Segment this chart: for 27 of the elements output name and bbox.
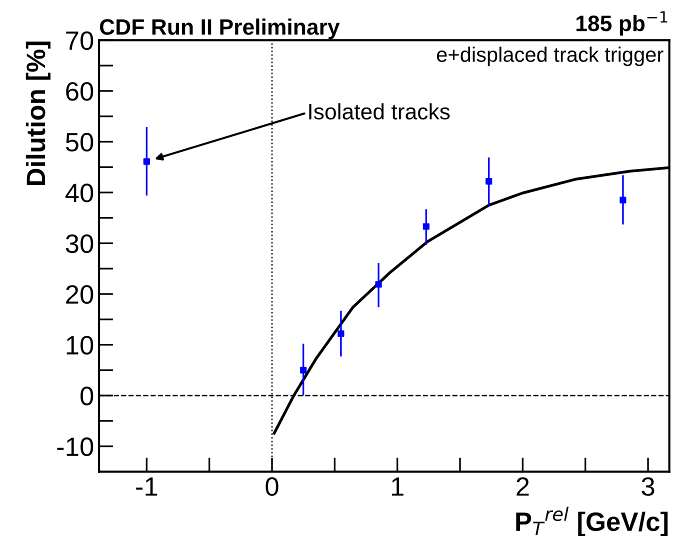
y-tick-label: 0	[80, 386, 94, 406]
y-tick-label: 40	[65, 184, 94, 202]
chart-title: CDF Run II Preliminary	[100, 18, 340, 40]
point	[375, 281, 382, 288]
point	[486, 178, 492, 185]
x-axis-title: P$_{T}$$^{rel}$ [GeV/c]	[516, 506, 668, 536]
point	[300, 366, 307, 374]
point	[143, 158, 150, 165]
y-tick-label: 30	[66, 234, 94, 254]
annotation: Isolated tracks	[309, 103, 450, 120]
point	[620, 196, 626, 204]
point	[422, 223, 430, 230]
chart-subtitle: e+displaced track trigger	[436, 46, 664, 66]
x-tick-label: 1	[392, 478, 404, 496]
y-tick-label: 50	[66, 132, 94, 152]
y-tick-label: 70	[66, 31, 94, 50]
y-tick-label: -10	[57, 437, 94, 456]
x-tick-label: 2	[516, 477, 529, 496]
y-tick-label: 10	[66, 336, 94, 355]
y-tick-label: 20	[66, 285, 94, 304]
y-tick-label: 60	[66, 82, 94, 101]
point	[338, 330, 344, 337]
text: 185 pb$^{−1}$	[576, 11, 668, 36]
y-axis-title: Dilution [%]	[26, 42, 50, 185]
x-tick-label: 3	[642, 477, 654, 496]
x-tick-label: -1	[136, 478, 158, 496]
x-tick-label: 0	[266, 477, 278, 496]
